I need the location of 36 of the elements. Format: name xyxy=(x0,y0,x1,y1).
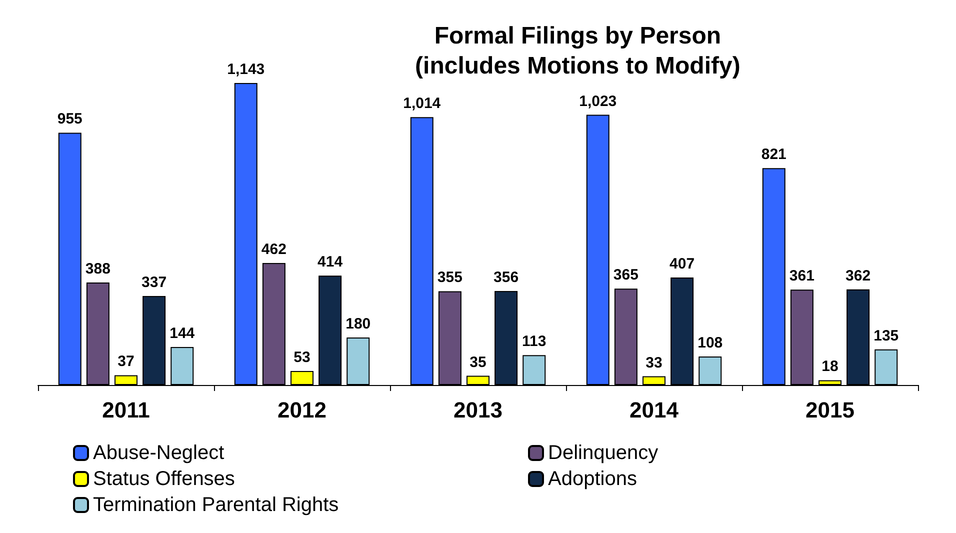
data-label: 362 xyxy=(846,267,871,284)
data-label: 35 xyxy=(470,354,486,371)
data-label: 113 xyxy=(522,333,546,350)
data-label: 821 xyxy=(761,146,786,164)
data-label: 135 xyxy=(874,327,899,344)
chart-title: Formal Filings by Person (includes Motions to Modify) xyxy=(415,22,740,80)
data-label: 462 xyxy=(261,240,286,258)
data-label: 1,143 xyxy=(227,61,265,78)
data-label: 361 xyxy=(789,268,814,285)
data-label: 53 xyxy=(294,349,310,366)
x-tick-label: 2014 xyxy=(630,398,680,422)
x-tick-label: 2013 xyxy=(454,398,502,422)
data-label: 414 xyxy=(318,254,344,271)
data-label: 407 xyxy=(670,255,695,272)
data-label: 355 xyxy=(437,269,462,286)
data-label: 108 xyxy=(698,334,723,352)
data-label: 1,014 xyxy=(403,95,442,112)
data-label: 18 xyxy=(822,358,838,376)
x-tick-label: 2012 xyxy=(278,398,326,422)
data-label: 955 xyxy=(57,110,82,128)
data-label: 33 xyxy=(646,354,662,372)
legend-label: Adoptions xyxy=(548,468,637,490)
data-label: 144 xyxy=(170,324,196,342)
data-label: 37 xyxy=(118,353,134,370)
data-label: 388 xyxy=(85,260,110,278)
legend-label: Abuse-Neglect xyxy=(93,442,225,464)
x-tick-label: 2015 xyxy=(806,398,854,422)
legend-label: Delinquency xyxy=(548,442,658,464)
data-label: 180 xyxy=(346,315,371,332)
legend-label: Status Offenses xyxy=(93,468,235,490)
data-label: 365 xyxy=(613,266,638,284)
data-label: 356 xyxy=(494,268,519,286)
legend-label: Termination Parental Rights xyxy=(93,494,339,516)
x-tick-label: 2011 xyxy=(102,398,150,422)
data-label: 1,023 xyxy=(579,92,617,110)
data-label: 337 xyxy=(142,274,167,291)
